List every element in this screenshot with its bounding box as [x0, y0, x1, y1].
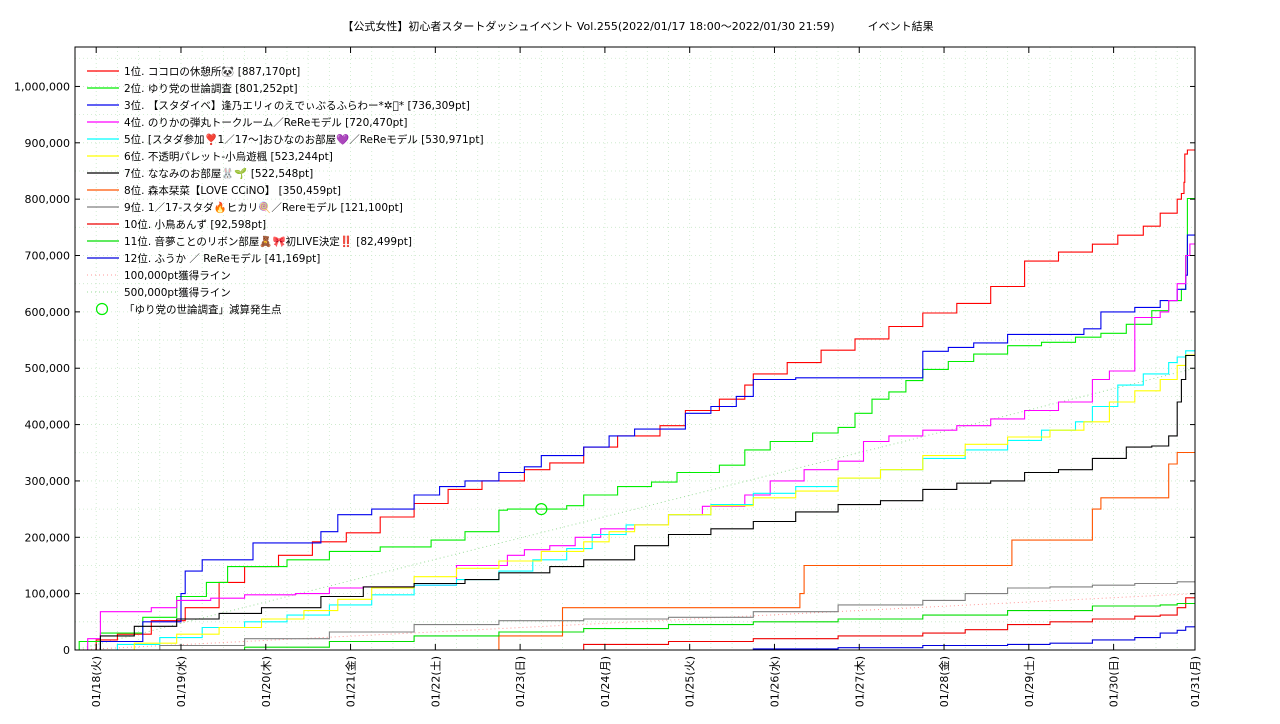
- x-tick-label: 01/30(日): [1108, 656, 1121, 707]
- plot-frame: [74, 46, 1196, 651]
- y-tick-label: 200,000: [25, 531, 71, 544]
- legend-label-marker: 「ゆり党の世論調査」減算発生点: [124, 303, 282, 316]
- series-line-12: [75, 626, 1195, 651]
- x-tick-label: 01/23(日): [514, 656, 527, 707]
- x-tick-label: 01/26(水): [768, 656, 781, 707]
- series-line-6: [75, 354, 1195, 651]
- x-tick-label: 01/24(月): [599, 656, 612, 707]
- legend-swatch-marker: [95, 302, 109, 316]
- legend-label-4: 4位. のりかの弾丸トークルーム／ReReモデル [720,470pt]: [124, 116, 408, 129]
- legend-label-ref-1: 100,000pt獲得ライン: [124, 269, 231, 282]
- y-tick-label: 400,000: [25, 419, 71, 432]
- y-tick-label: 100,000: [25, 588, 71, 601]
- legend: 1位. ココロの休憩所🐼 [887,170pt] 2位. ゆり党の世論調査 [80…: [87, 65, 484, 316]
- series-line-7: [75, 354, 1195, 651]
- legend-label-7: 7位. ななみのお部屋🐰🌱 [522,548pt]: [124, 167, 313, 180]
- series-line-3: [75, 234, 1195, 651]
- series-lines: [75, 149, 1195, 651]
- legend-label-12: 12位. ふうか ／ ReReモデル [41,169pt]: [124, 252, 320, 265]
- series-line-8: [75, 451, 1195, 651]
- grid: [74, 47, 1195, 651]
- x-tick-label: 01/18(火): [90, 656, 103, 707]
- x-tick-label: 01/31(月): [1189, 656, 1202, 707]
- y-tick-label: 1,000,000: [14, 80, 70, 93]
- x-tick-label: 01/27(木): [853, 656, 866, 707]
- x-tick-label: 01/20(木): [260, 656, 273, 707]
- x-tick-label: 01/25(火): [684, 656, 697, 707]
- legend-label-2: 2位. ゆり党の世論調査 [801,252pt]: [124, 82, 298, 95]
- series-line-10: [75, 597, 1195, 651]
- x-tick-label: 01/21(金): [344, 656, 358, 707]
- legend-label-11: 11位. 音夢ことのリボン部屋🧸🎀初LIVE決定‼️ [82,499pt]: [124, 235, 412, 248]
- x-tick-label: 01/29(土): [1023, 656, 1036, 707]
- axes: 0 100,000 200,000 300,000 400,000 500,000 600,…: [14, 47, 1202, 707]
- y-tick-label: 900,000: [25, 137, 71, 150]
- y-tick-label: 600,000: [25, 306, 71, 319]
- legend-label-1: 1位. ココロの休憩所🐼 [887,170pt]: [124, 65, 300, 78]
- markers: [535, 503, 548, 516]
- legend-label-6: 6位. 不透明パレット-小烏遊楓 [523,244pt]: [124, 150, 333, 163]
- y-tick-label: 700,000: [25, 250, 71, 263]
- reference-lines: [74, 367, 1196, 651]
- reference-line-100-000pt: [74, 593, 1196, 651]
- legend-label-8: 8位. 森本栞菜【LOVE CCiNO】 [350,459pt]: [124, 184, 341, 197]
- x-tick-label: 01/28(金): [937, 656, 951, 707]
- y-tick-label: 800,000: [25, 193, 71, 206]
- legend-label-5: 5位. [スタダ参加❣️1／17〜]おひなのお部屋💜／ReReモデル [530,…: [124, 133, 484, 146]
- marker-point: [535, 503, 548, 516]
- reference-line-500-000pt: [74, 367, 1196, 651]
- y-tick-label: 500,000: [25, 362, 71, 375]
- x-tick-label: 01/19(水): [175, 656, 188, 707]
- series-line-2: [75, 197, 1195, 651]
- y-tick-label: 0: [63, 644, 70, 657]
- y-tick-label: 300,000: [25, 475, 71, 488]
- legend-label-ref-2: 500,000pt獲得ライン: [124, 286, 231, 299]
- legend-label-9: 9位. 1／17-スタダ🔥ヒカリ🍭／Rereモデル [121,100pt]: [124, 200, 403, 214]
- legend-label-3: 3位. 【スタダイベ】逢乃エリィのえでぃぶるふらわー*✲ﾟ* [736,309p…: [124, 99, 470, 112]
- series-line-11: [75, 602, 1195, 651]
- x-tick-label: 01/22(土): [429, 656, 442, 707]
- legend-label-10: 10位. 小鳥あんず [92,598pt]: [124, 218, 266, 231]
- chart-title: 【公式女性】初心者スタートダッシュイベント Vol.255(2022/01/17…: [342, 19, 933, 33]
- series-line-4: [75, 243, 1195, 651]
- series-line-9: [75, 581, 1195, 651]
- series-line-1: [75, 149, 1195, 651]
